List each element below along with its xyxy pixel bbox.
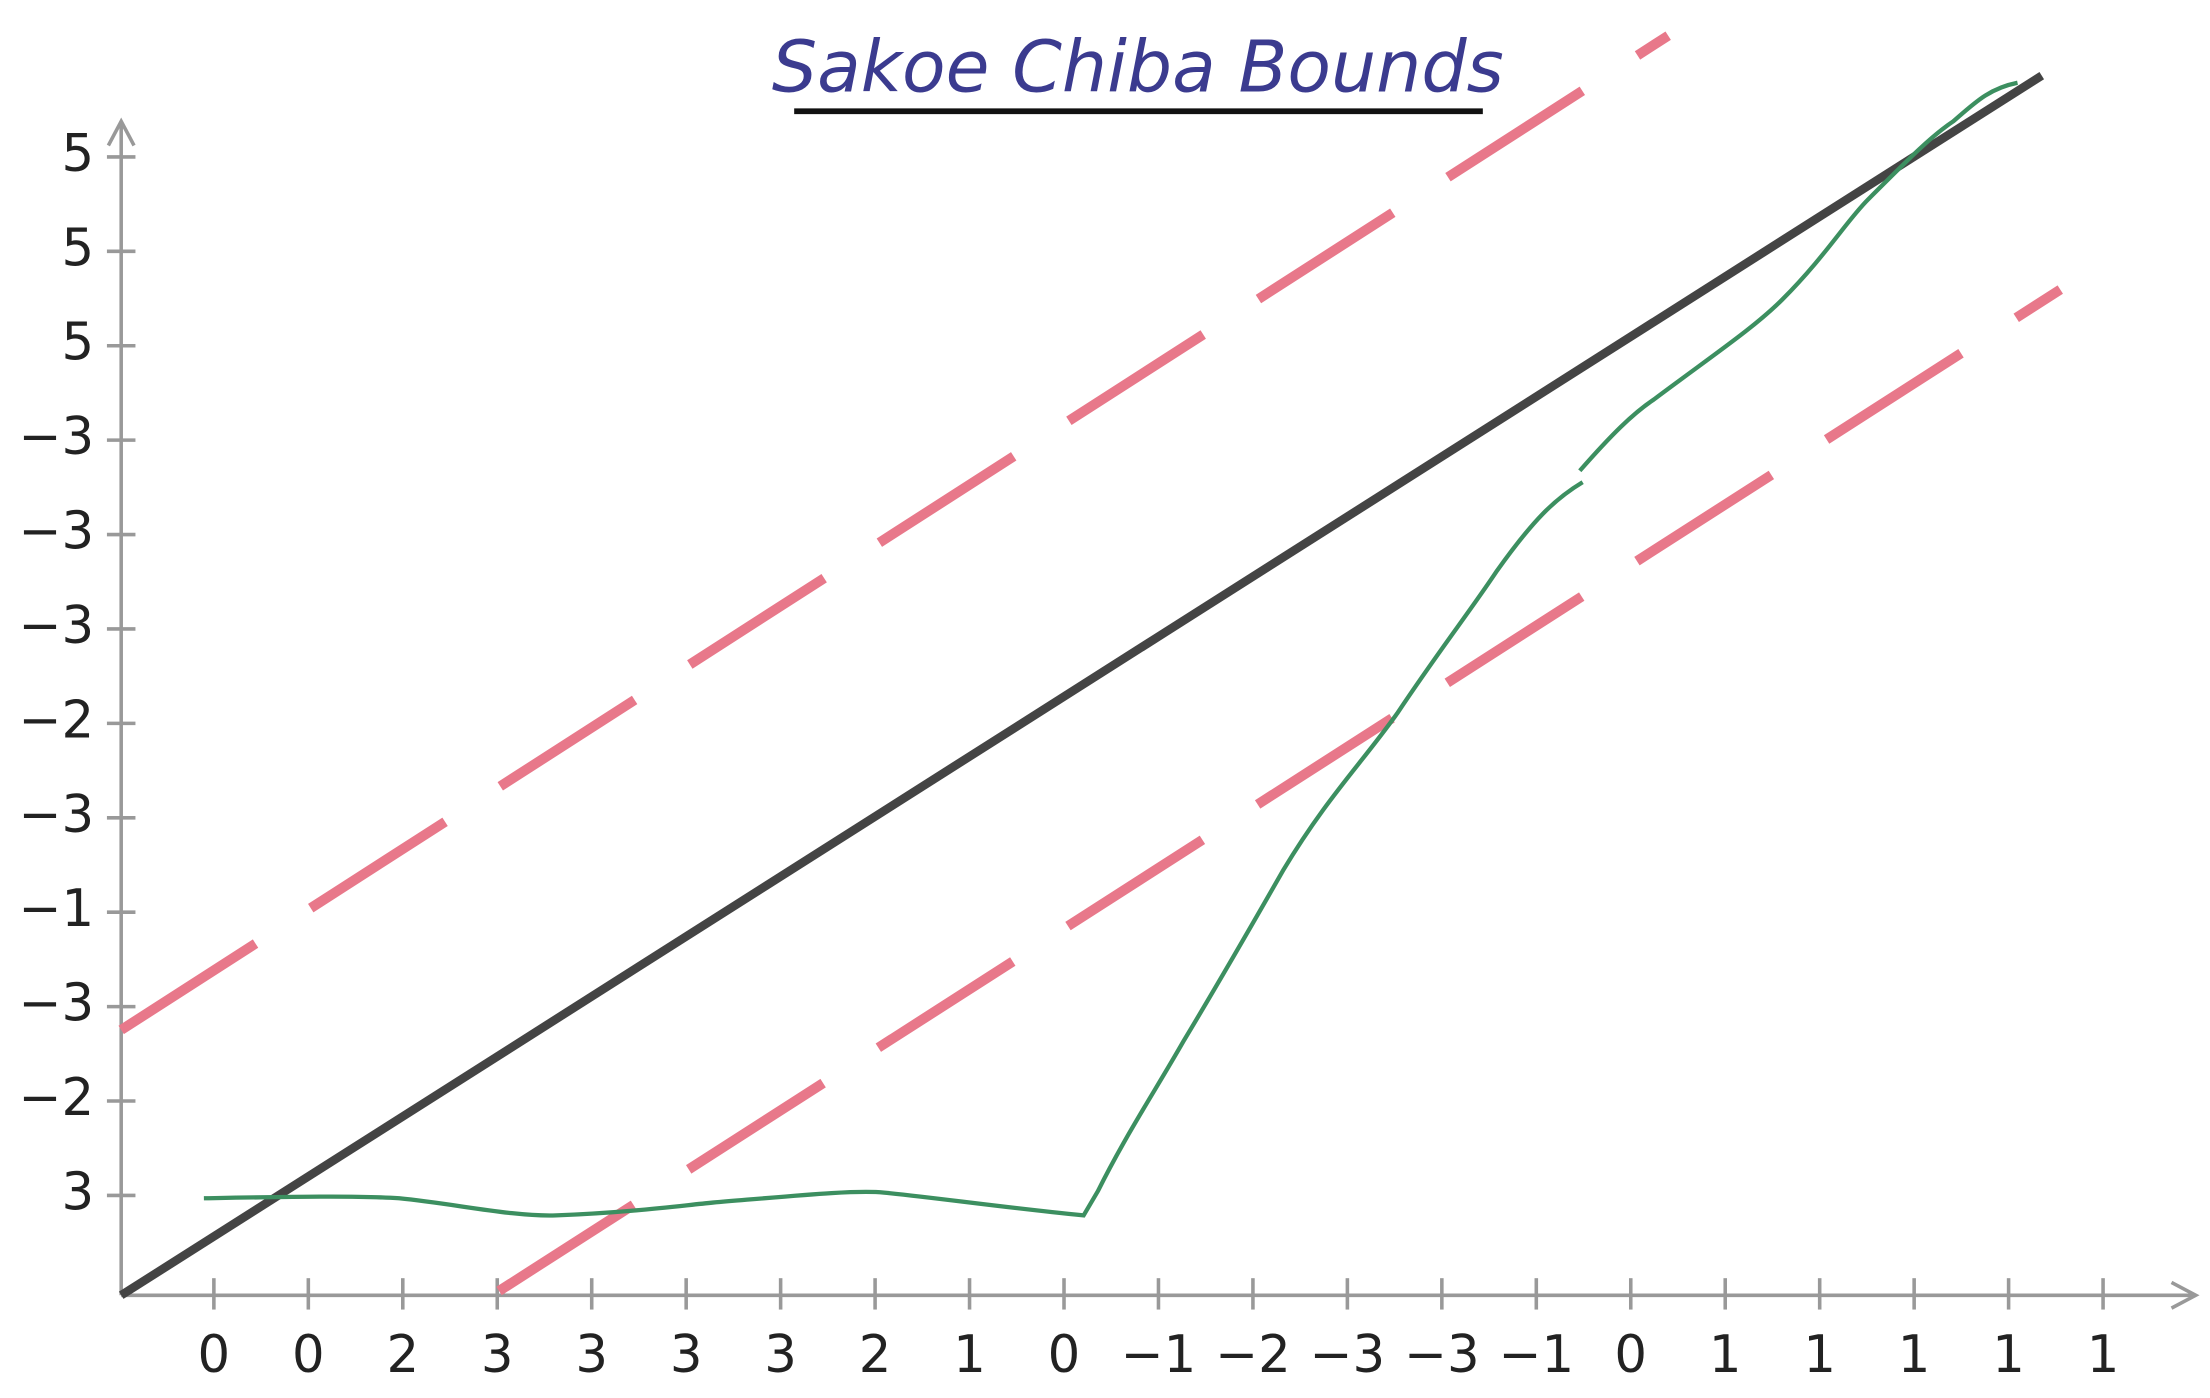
y-label: −3 — [18, 785, 94, 845]
x-label: 0 — [1048, 1325, 1081, 1385]
diagonal — [118, 71, 2045, 1299]
x-label: 3 — [764, 1325, 797, 1385]
y-label: −3 — [18, 974, 94, 1034]
x-label: −3 — [1404, 1325, 1480, 1385]
x-label: 0 — [1614, 1325, 1647, 1385]
x-label: −2 — [1215, 1325, 1291, 1385]
x-label: 1 — [953, 1325, 986, 1385]
x-label: 1 — [1898, 1325, 1931, 1385]
ticks — [106, 155, 2105, 1310]
labels: 5 5 5 −3 −3 −3 −2 −3 −1 −3 −2 3 0 0 2 3 3 3 3 2 1 0 −1 −2 −3 −3 −1… — [18, 124, 2119, 1385]
x-label: −1 — [1121, 1325, 1197, 1385]
warp-path — [203, 480, 1584, 1218]
y-label: −3 — [18, 596, 94, 656]
x-label: 3 — [670, 1325, 703, 1385]
warp-path — [1578, 80, 2018, 473]
y-label: 5 — [61, 218, 94, 278]
y-label: 5 — [61, 313, 94, 373]
x-label: 3 — [481, 1325, 514, 1385]
x-label: 0 — [292, 1325, 325, 1385]
x-label: 2 — [859, 1325, 892, 1385]
x-label: 1 — [1803, 1325, 1836, 1385]
x-label: −1 — [1498, 1325, 1574, 1385]
x-label: −3 — [1310, 1325, 1386, 1385]
x-label: 3 — [575, 1325, 608, 1385]
y-label: 3 — [61, 1162, 94, 1222]
x-label: 1 — [1992, 1325, 2025, 1385]
y-label: −3 — [18, 502, 94, 562]
title: Sakoe Chiba Bounds — [772, 25, 1504, 108]
x-label: 2 — [386, 1325, 419, 1385]
y-label: 5 — [61, 124, 94, 184]
x-label: 1 — [1709, 1325, 1742, 1385]
y-label: −3 — [18, 407, 94, 467]
x-label: 0 — [198, 1325, 231, 1385]
x-label: 1 — [2087, 1325, 2120, 1385]
axes — [106, 117, 2200, 1310]
y-label: −2 — [18, 690, 94, 750]
y-label: −1 — [18, 879, 94, 939]
y-label: −2 — [18, 1068, 94, 1128]
bounds — [118, 31, 2063, 1296]
